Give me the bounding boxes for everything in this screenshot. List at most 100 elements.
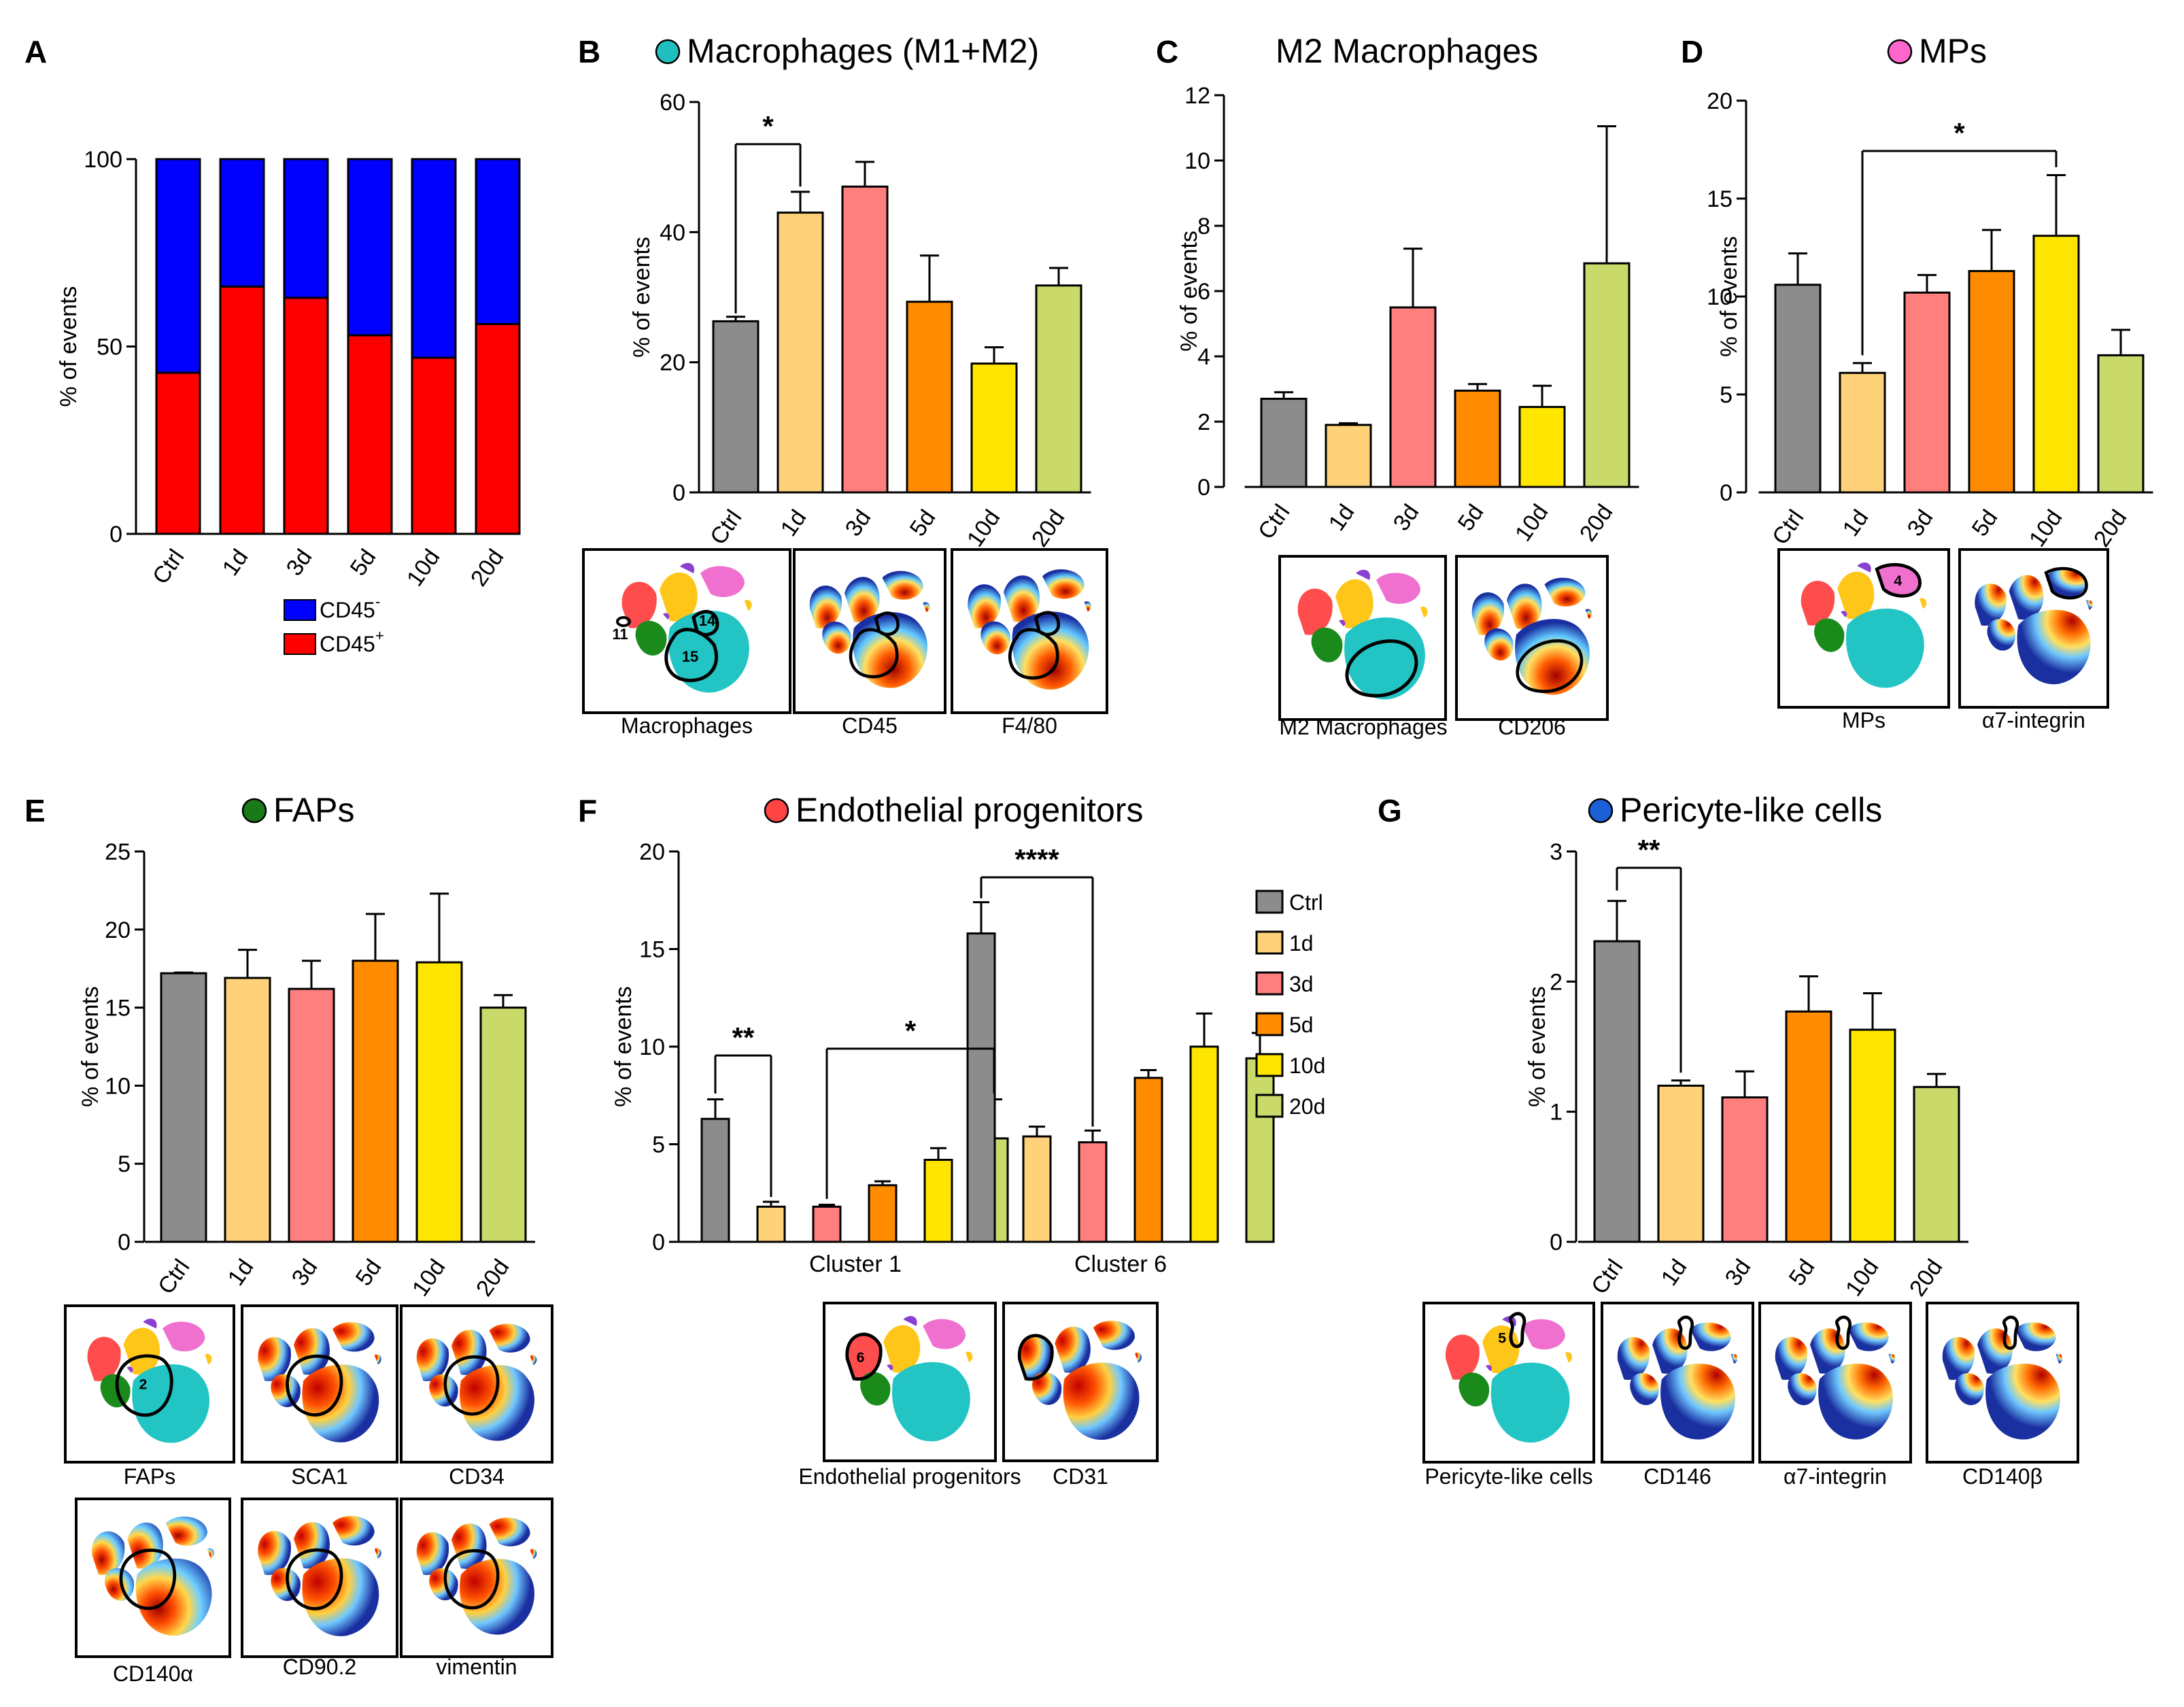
y-tick-label-C: 8 [1197,214,1210,239]
y-tick-label-D: 5 [1720,382,1733,408]
tsne-cluster-blob [1335,579,1373,628]
tsne-cluster-blob [1919,598,1927,609]
x-tick-label-C: Ctrl [1253,500,1295,544]
bar-B-20d [1035,284,1082,494]
tsne-cluster-blob [100,1374,131,1408]
tsne-plot-F: 6 [823,1302,997,1462]
tsne-cluster-blob [123,1328,160,1375]
y-tick-label-A: 50 [97,335,122,360]
tsne-heat-blob [1544,577,1586,607]
cluster-number: 11 [612,626,628,643]
x-tick-label-E: Ctrl [153,1255,194,1299]
tsne-heat-blob [271,1568,301,1602]
tsne-heat-blob [1630,1372,1659,1406]
tsne-cluster-blob [1522,1319,1565,1350]
tsne-heat-blob [451,1330,487,1375]
legend-swatch-F [1255,1012,1284,1036]
significance-label-F: ** [732,1021,755,1053]
tsne-plot-C [1455,555,1609,721]
y-tick-label-A: 100 [84,147,122,173]
y-axis-label-B: % of events [629,237,655,358]
tsne-heat-blob [332,1322,375,1352]
y-axis-label-A: % of events [56,286,82,407]
bar-A-cd45neg-20d [475,158,521,325]
legend-swatch-F [1255,1094,1284,1118]
x-tick-label-A: 5d [345,545,381,581]
panel-letter-D: D [1681,34,1703,69]
x-tick-label-D: Ctrl [1767,505,1809,550]
y-tick-label-E: 5 [118,1151,131,1177]
y-tick-label-C: 0 [1197,475,1210,501]
legend-label-cd45neg: CD45 [320,598,375,622]
tsne-cluster-blob [1877,565,1920,596]
tsne-heat-blob [844,577,880,622]
tsne-plot-C [1278,555,1447,721]
tsne-cloud: 5 [1445,1312,1573,1443]
bar-A-cd45neg-5d [347,158,393,337]
bar-A-cd45pos-10d [411,356,457,535]
legend-label-F: 20d [1289,1094,1325,1119]
tsne-label-B: CD45 [842,713,898,738]
tsne-plot-G [1926,1302,2079,1464]
x-tick-label-B: 3d [840,505,876,541]
significance-label-F: **** [1014,843,1059,875]
bar-D-Ctrl [1774,284,1822,494]
tsne-cloud [92,1516,214,1636]
x-tick-label-G: 3d [1720,1255,1756,1291]
x-tick-label-E: 20d [471,1255,515,1301]
x-tick-label-C: 3d [1388,500,1424,536]
tsne-heat-blob [1093,1320,1136,1350]
y-tick-label-B: 60 [660,90,685,116]
tsne-cluster-blob [1420,606,1428,618]
tsne-label-F: Endothelial progenitors [798,1464,1021,1489]
x-tick-label-E: 10d [407,1255,451,1301]
x-tick-label-G: Ctrl [1586,1255,1628,1299]
tsne-label-B: Macrophages [621,713,753,738]
tsne-heat-blob [1507,584,1542,629]
tsne-label-F: CD31 [1053,1464,1108,1489]
tsne-heat-blob [1084,601,1091,612]
cluster-number: 15 [682,648,698,665]
tsne-heat-blob [882,571,923,600]
tsne-plot-E [400,1498,553,1658]
significance-label-G: ** [1638,834,1660,866]
tsne-plot-F [1002,1302,1159,1462]
x-tick-label-F: Cluster 1 [809,1251,902,1277]
x-tick-label-A: 10d [402,545,445,591]
bar-G-1d [1657,1084,1705,1243]
legend-label-F: Ctrl [1289,890,1323,915]
bar-F-Cluster 6-1d [1022,1135,1052,1243]
cluster-number: 2 [139,1377,148,1393]
tsne-cluster-blob [126,1366,133,1373]
y-tick-label-C: 6 [1197,279,1210,305]
bar-F-Cluster 6-20d [1245,1057,1275,1243]
y-tick-label-E: 10 [105,1073,131,1099]
tsne-cluster-blob [1376,573,1420,604]
legend-swatch-F [1255,890,1284,914]
x-tick-label-A: 20d [466,545,509,591]
tsne-cloud [809,571,930,688]
x-tick-label-G: 5d [1784,1255,1820,1291]
gate-outline [119,1549,176,1610]
tsne-cluster-blob [1445,1334,1480,1380]
bar-B-10d [970,362,1018,494]
bar-B-1d [777,212,824,494]
bar-C-10d [1518,405,1566,488]
gate-outline [2044,567,2088,600]
bar-F-Cluster 6-10d [1189,1045,1219,1243]
tsne-label-D: MPs [1842,708,1886,732]
tsne-cluster-blob [205,1353,212,1365]
bar-B-3d [841,185,889,494]
legend-label-F: 1d [1289,931,1314,956]
y-tick-label-E: 20 [105,917,131,943]
tsne-cluster-blob [1565,1352,1573,1363]
tsne-heat-blob [1515,619,1590,695]
bar-E-1d [224,977,271,1243]
x-tick-label-B: 5d [905,505,941,541]
panel-title-B: Macrophages (M1+M2) [687,32,1039,70]
tsne-heat-blob [1730,1353,1738,1364]
y-tick-label-E: 25 [105,839,131,865]
tsne-cluster-blob [745,599,752,611]
bar-E-3d [288,987,335,1243]
tsne-heat-blob [980,621,1010,655]
